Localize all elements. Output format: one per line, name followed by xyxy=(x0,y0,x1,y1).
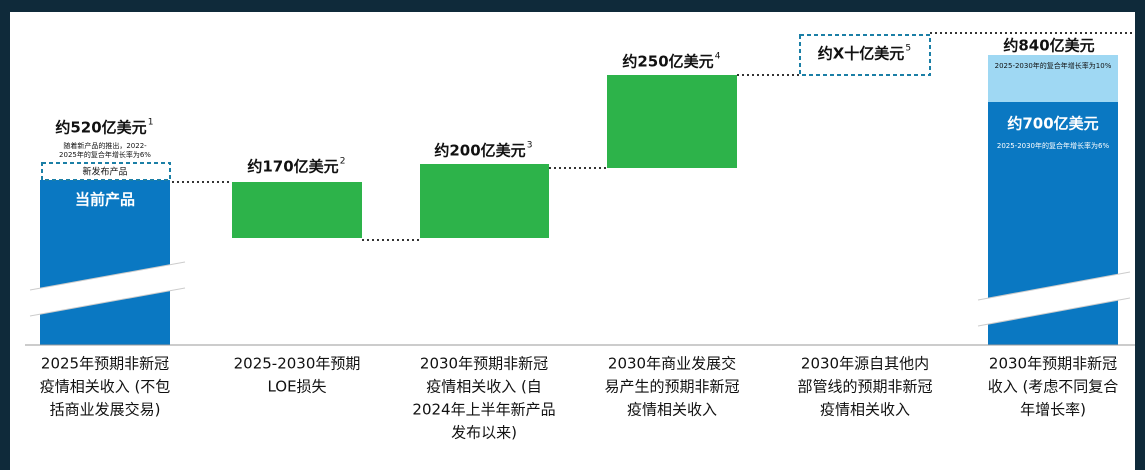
background xyxy=(10,12,1135,470)
label: 2 xyxy=(340,157,346,167)
label: 1 xyxy=(148,118,154,128)
label: 约200亿美元 xyxy=(434,142,525,160)
label: 2025-2030年的复合年增长率为10% xyxy=(995,61,1112,70)
label: 疫情相关收入 (自 xyxy=(426,378,542,396)
break xyxy=(30,262,185,316)
label: 2025年预期非新冠 xyxy=(41,355,169,373)
label: 年增长率) xyxy=(1020,401,1086,419)
label: 约170亿美元 xyxy=(247,158,338,176)
label: 约700亿美元 xyxy=(1007,115,1098,133)
label: 2025年的复合年增长率为6% xyxy=(59,150,151,159)
bar xyxy=(607,75,737,168)
label: 疫情相关收入 xyxy=(627,401,717,419)
label: 2030年商业发展交 xyxy=(608,355,736,373)
label: 约X十亿美元 xyxy=(818,45,905,63)
label: 2025-2030年的复合年增长率为6% xyxy=(997,141,1110,150)
label: 括商业发展交易) xyxy=(50,401,161,419)
label: 2025-2030年预期 xyxy=(234,355,361,373)
break-line xyxy=(29,261,186,291)
label: 疫情相关收入 (不包 xyxy=(40,378,171,396)
label: LOE损失 xyxy=(267,378,326,396)
label: 2024年上半年新产品 xyxy=(412,401,555,419)
x-box xyxy=(799,34,931,76)
new-box xyxy=(41,162,171,181)
label: 2030年预期非新冠 xyxy=(420,355,548,373)
label: 2030年预期非新冠 xyxy=(989,355,1117,373)
break-line xyxy=(977,271,1131,301)
label: 疫情相关收入 xyxy=(820,401,910,419)
break-line xyxy=(977,297,1131,327)
bar xyxy=(420,164,549,238)
label: 约520亿美元 xyxy=(55,119,146,137)
label: 易产生的预期非新冠 xyxy=(604,378,739,396)
bar xyxy=(232,182,362,238)
label: 新发布产品 xyxy=(82,166,127,178)
growth-bar xyxy=(988,55,1118,102)
label: 5 xyxy=(905,44,911,54)
label: 发布以来) xyxy=(451,424,517,442)
label: 收入 (考虑不同复合 xyxy=(988,378,1119,396)
label: 约840亿美元 xyxy=(1003,37,1094,55)
label: 约250亿美元 xyxy=(622,53,713,71)
break xyxy=(978,272,1130,326)
label: 2030年源自其他内 xyxy=(801,355,929,373)
label: 4 xyxy=(715,52,721,62)
label: 部管线的预期非新冠 xyxy=(797,378,932,396)
label: 随着新产品的推出，2022- xyxy=(63,141,147,150)
label: 当前产品 xyxy=(75,191,135,209)
break-line xyxy=(29,287,186,317)
current-bar xyxy=(40,180,170,345)
label: 3 xyxy=(527,141,533,151)
